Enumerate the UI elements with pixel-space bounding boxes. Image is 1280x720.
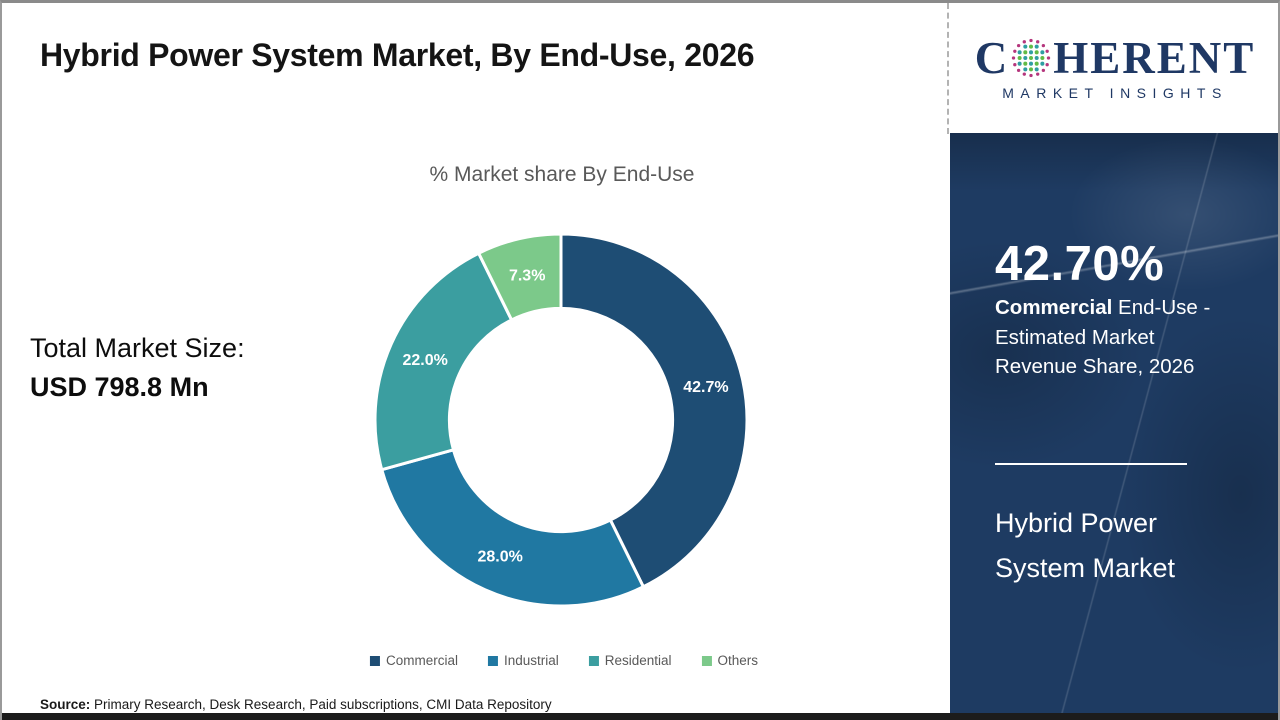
legend-label-commercial: Commercial [385,653,458,668]
source-text: Primary Research, Desk Research, Paid su… [90,697,552,712]
legend-item-residential: Residential [588,653,672,668]
bottom-bar [2,713,1278,720]
sidebar-stat: 42.70% [995,237,1165,291]
donut-slice-commercial [559,232,749,589]
brand-wordmark: C HERENT [974,32,1256,83]
donut-chart: 42.7% 28.0% 22.0% 7.3% [373,232,749,608]
sidebar-description-bold: Commercial [995,296,1113,319]
legend-label-others: Others [717,653,759,668]
brand-letter-c: C [974,32,1010,83]
sidebar-description: Commercial End-Use - Estimated Market Re… [995,293,1225,382]
donut-slice-industrial [380,448,645,608]
brand-logo: C HERENT MARKET INSIGHTS [950,3,1278,133]
globe-dots-icon [1012,38,1051,78]
brand-letters-rest: HERENT [1053,32,1256,83]
legend-swatch-commercial [369,655,380,666]
sidebar-product-title: Hybrid Power System Market [995,508,1176,583]
slice-label-residential: 22.0% [403,352,448,369]
source-note: Source: Primary Research, Desk Research,… [40,697,552,712]
slice-label-others: 7.3% [509,268,545,285]
sidebar-divider [995,463,1187,465]
donut-slice-others [477,232,563,322]
brand-subtitle: MARKET INSIGHTS [1002,84,1228,101]
slice-label-industrial: 28.0% [478,548,523,565]
legend-swatch-residential [588,655,599,666]
legend-swatch-others [701,655,712,666]
legend-item-industrial: Industrial [487,653,559,668]
sidebar: 42.70% Commercial End-Use - Estimated Ma… [950,133,1278,716]
sidebar-description-rest: End-Use - Estimated Market Revenue Share… [995,296,1211,378]
legend-item-commercial: Commercial [369,653,458,668]
legend-label-residential: Residential [604,653,672,668]
page-title: Hybrid Power System Market, By End-Use, … [40,37,755,73]
legend-swatch-industrial [487,655,498,666]
dashed-divider [947,3,949,134]
total-market-size-value: USD 798.8 Mn [30,372,209,402]
donut-slice-residential [373,251,514,472]
slice-label-commercial: 42.7% [683,379,728,396]
total-market-size-label: Total Market Size: [30,333,245,363]
source-label: Source: [40,697,91,712]
chart-title: % Market share By End-Use [429,163,695,186]
total-market-size: Total Market Size: USD 798.8 Mn [30,329,245,407]
chart-legend: Commercial Industrial Residential Others [369,653,759,668]
legend-label-industrial: Industrial [503,653,559,668]
legend-item-others: Others [701,653,759,668]
